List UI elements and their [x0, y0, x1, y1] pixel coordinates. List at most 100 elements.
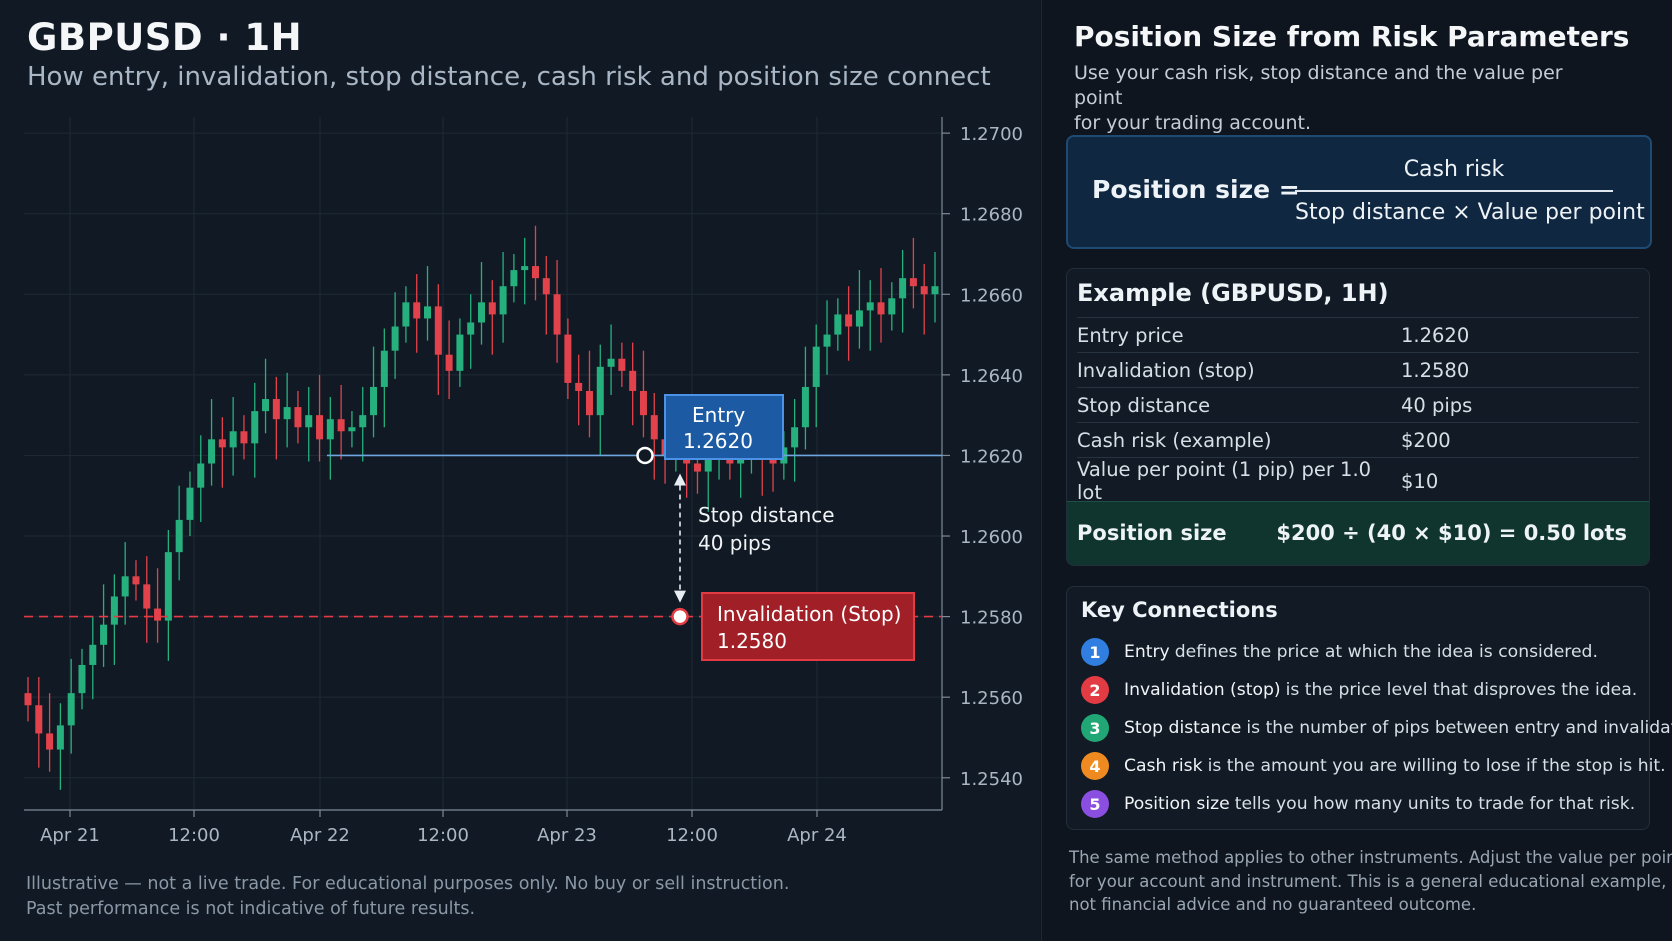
candle-body: [175, 519, 183, 553]
candle-body: [845, 314, 853, 327]
stop-value: 1.2580: [717, 629, 787, 653]
table-row: Cash risk (example) $200: [1077, 422, 1639, 458]
candle-body: [531, 266, 539, 279]
candle-body: [316, 415, 324, 440]
stop-distance-value: 40 pips: [698, 531, 771, 555]
candle-body: [801, 386, 809, 428]
x-tick-label: Apr 24: [787, 825, 847, 846]
item-text: is the amount you are willing to lose if…: [1207, 756, 1666, 776]
table-row: Value per point (1 pip) per 1.0 lot $10: [1077, 457, 1639, 504]
formula-numerator: Cash risk: [1403, 157, 1505, 182]
item-keyword: Position size: [1124, 794, 1230, 814]
y-tick-label: 1.2560: [960, 688, 1023, 709]
candle-body: [607, 358, 615, 367]
row-label: Invalidation (stop): [1077, 352, 1401, 388]
stop-marker: [671, 607, 689, 626]
candle-body: [380, 350, 388, 387]
candle-body: [100, 624, 108, 645]
candle-body: [499, 286, 507, 315]
candle-body: [888, 298, 896, 315]
candle-body: [56, 725, 64, 750]
candle-body: [413, 302, 421, 319]
candle-body: [596, 366, 604, 416]
example-table: Entry price 1.2620 Invalidation (stop) 1…: [1077, 317, 1639, 504]
intro-line: Use your cash risk, stop distance and th…: [1074, 62, 1563, 109]
number-badge: 3: [1081, 714, 1109, 742]
item-text: tells you how many units to trade for th…: [1234, 794, 1636, 814]
candle-body: [629, 370, 637, 391]
candle-body: [89, 644, 97, 665]
disclaimer-line: Past performance is not indicative of fu…: [26, 899, 476, 919]
panel-title: Position Size from Risk Parameters: [1074, 20, 1630, 53]
chart-title: GBPUSD · 1H: [27, 16, 303, 59]
candle-body: [899, 278, 907, 299]
row-value: 40 pips: [1401, 387, 1639, 423]
candle-body: [542, 278, 550, 295]
y-tick-label: 1.2700: [960, 124, 1023, 145]
y-tick-label: 1.2680: [960, 205, 1023, 226]
y-tick-label: 1.2540: [960, 769, 1023, 790]
candle-body: [618, 358, 626, 371]
fraction-bar: [1295, 190, 1613, 192]
candle-body: [877, 302, 885, 315]
candle-body: [866, 302, 874, 311]
candle-body: [791, 427, 799, 448]
row-value: 1.2580: [1401, 352, 1639, 388]
candle-body: [35, 705, 43, 734]
x-tick-label: 12:00: [417, 825, 469, 846]
candle-body: [553, 294, 561, 335]
candle-body: [186, 487, 194, 520]
table-row: Entry price 1.2620: [1077, 317, 1639, 353]
row-label: Cash risk (example): [1077, 422, 1401, 458]
item-keyword: Cash risk: [1124, 756, 1203, 776]
chart-disclaimer: Illustrative — not a live trade. For edu…: [26, 872, 789, 922]
row-label: Value per point (1 pip) per 1.0 lot: [1077, 457, 1401, 504]
item-text: defines the price at which the idea is c…: [1174, 642, 1598, 662]
candle-body: [564, 334, 572, 383]
candle-body: [110, 596, 118, 625]
candlestick-chart: 1.2700 1.2680 1.2660 1.2640 1.2620 1.2600 1.25…: [24, 117, 1023, 846]
candle-body: [575, 382, 583, 391]
candle-body: [78, 664, 86, 694]
entry-label: Entry: [692, 403, 745, 427]
candle-body: [650, 415, 658, 440]
x-tick-label: Apr 22: [290, 825, 350, 846]
formula-box: Position size = Cash risk Stop distance …: [1066, 135, 1652, 249]
panel-intro: Use your cash risk, stop distance and th…: [1074, 61, 1614, 136]
number-badge: 1: [1081, 638, 1109, 666]
stop-box: [701, 592, 915, 661]
key-connections-title: Key Connections: [1081, 598, 1278, 622]
candle-body: [467, 322, 475, 335]
item-keyword: Entry: [1124, 642, 1170, 662]
candle-body: [305, 415, 313, 428]
candle-body: [197, 463, 205, 488]
row-value: $200: [1401, 422, 1639, 458]
candle-body: [510, 270, 518, 287]
candle-body: [251, 411, 259, 444]
candle-body: [370, 386, 378, 416]
stop-label: Invalidation (Stop): [717, 602, 901, 626]
candle-body: [272, 399, 280, 420]
candle-body: [402, 302, 410, 327]
plot-area: [24, 117, 942, 810]
formula-denominator: Stop distance × Value per point: [1295, 200, 1645, 225]
formula-fraction: Cash risk Stop distance × Value per poin…: [1295, 157, 1645, 225]
item-keyword: Invalidation (stop): [1124, 680, 1281, 700]
candle-body: [24, 693, 32, 706]
candle-body: [488, 302, 496, 315]
item-text: is the number of pips between entry and …: [1246, 718, 1672, 738]
arrow-up-head: [674, 473, 686, 486]
row-value: $10: [1401, 457, 1639, 504]
formula-lhs: Position size =: [1092, 175, 1300, 204]
candle-body: [262, 399, 270, 412]
candle-body: [812, 346, 820, 387]
candle-body: [294, 407, 302, 428]
y-tick-label: 1.2600: [960, 527, 1023, 548]
candle-body: [359, 415, 367, 428]
candle-body: [424, 306, 432, 319]
candle-body: [67, 693, 75, 726]
candle-body: [391, 326, 399, 351]
x-tick-label: Apr 21: [40, 825, 100, 846]
candle-body: [132, 576, 140, 585]
candle-body: [855, 310, 863, 327]
